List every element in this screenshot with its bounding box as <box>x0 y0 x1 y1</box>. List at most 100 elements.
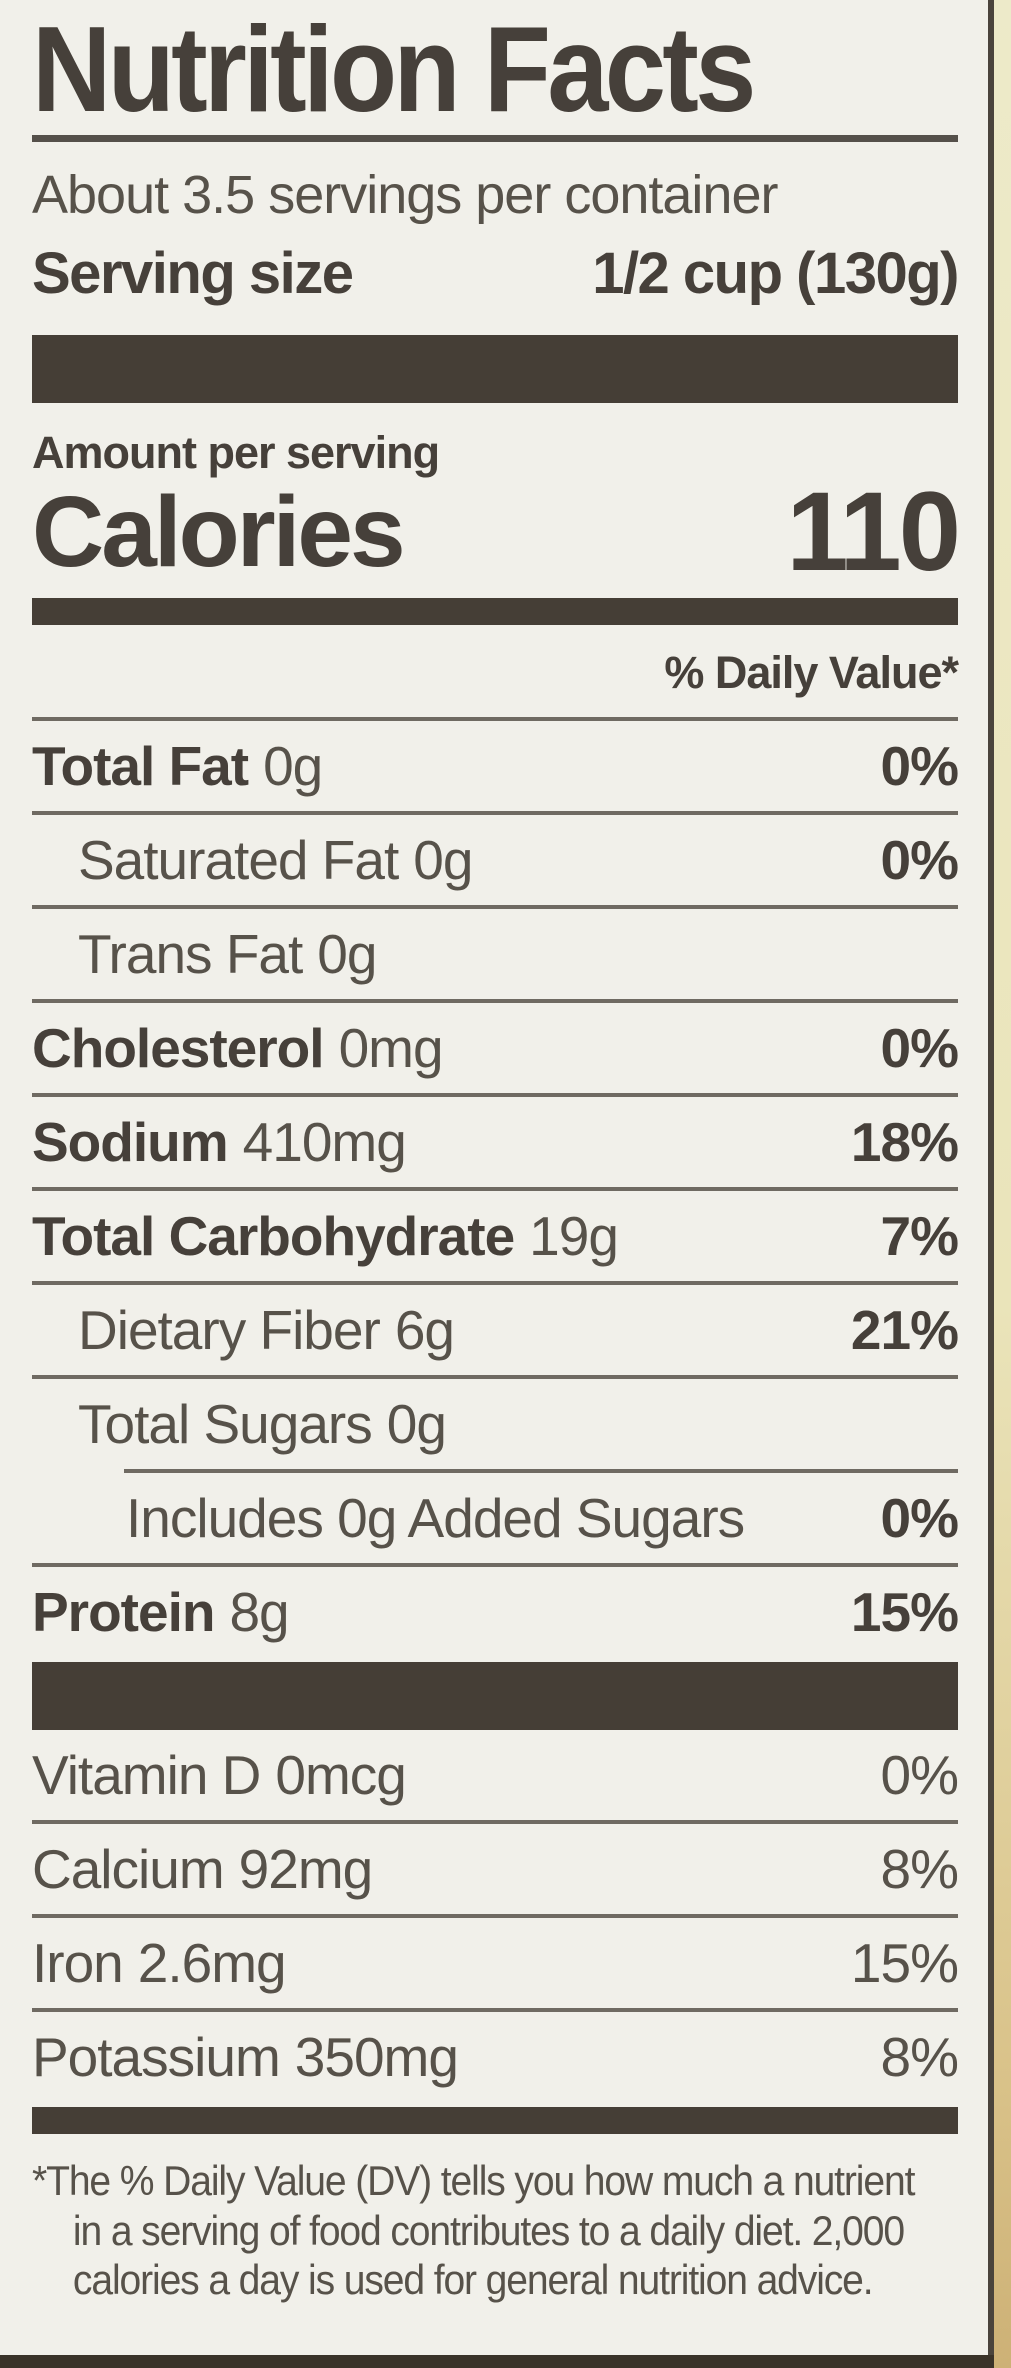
nutrient-row-left: Total Carbohydrate 19g <box>32 1204 619 1268</box>
nutrient-row-trans-fat: Trans Fat 0g <box>32 909 958 999</box>
nutrient-row-left: Trans Fat 0g <box>32 922 377 986</box>
nutrient-amount: 350mg <box>294 2026 459 2089</box>
hairline <box>32 2008 958 2013</box>
serving-size-row: Serving size 1/2 cup (130g) <box>32 240 959 307</box>
hairline <box>32 1187 958 1192</box>
nutrient-row-left: Sodium 410mg <box>32 1110 407 1174</box>
hairline <box>32 811 958 816</box>
nutrient-dv: 21% <box>850 1299 959 1362</box>
nutrient-amount: 2.6mg <box>137 1932 287 1995</box>
vitamin-row-vitamin-d: Vitamin D 0mcg 0% <box>32 1730 959 1820</box>
nutrient-row-protein: Protein 8g 15% <box>32 1567 959 1657</box>
calories-row: Calories 110 <box>32 468 961 594</box>
nutrient-dv: 8% <box>880 1838 959 1901</box>
hairline <box>32 1375 958 1380</box>
hairline <box>32 1281 958 1286</box>
footnote-line: *The % Daily Value (DV) tells you how mu… <box>32 2157 915 2205</box>
hairline <box>32 1820 958 1825</box>
calories-label: Calories <box>32 476 406 589</box>
nutrient-dv: 15% <box>850 1581 959 1644</box>
footnote-line: in a serving of food contributes to a da… <box>72 2206 905 2254</box>
nutrient-dv: 18% <box>850 1111 959 1174</box>
label-right-border <box>988 0 994 2368</box>
nutrient-name: Iron <box>32 1932 124 1995</box>
nutrient-dv: 0% <box>880 1487 959 1550</box>
nutrient-name: Saturated Fat <box>78 829 399 892</box>
label-title: Nutrition Facts <box>32 1 756 137</box>
nutrient-amount: 8g <box>229 1581 289 1644</box>
nutrient-row-sodium: Sodium 410mg 18% <box>32 1097 959 1187</box>
serving-size-value: 1/2 cup (130g) <box>592 240 959 306</box>
nutrient-dv: 0% <box>880 1017 959 1080</box>
nutrient-row-dietary-fiber: Dietary Fiber 6g 21% <box>32 1285 959 1375</box>
nutrient-row-cholesterol: Cholesterol 0mg 0% <box>32 1003 959 1093</box>
nutrient-row-left: Total Fat 0g <box>32 734 323 798</box>
serving-size-label: Serving size <box>32 240 354 306</box>
hairline-indented <box>124 1469 958 1474</box>
nutrient-name: Sodium <box>32 1111 229 1174</box>
title-underline <box>32 134 958 142</box>
nutrient-amount: 6g <box>394 1299 455 1362</box>
section-divider-bar <box>32 334 958 403</box>
nutrient-name: Dietary Fiber <box>78 1299 381 1362</box>
nutrient-row-left: Iron 2.6mg <box>32 1931 287 1995</box>
footnote-line: calories a day is used for general nutri… <box>72 2255 874 2303</box>
nutrient-row-added-sugars: Includes 0g Added Sugars 0% <box>32 1473 959 1563</box>
nutrient-name: Trans Fat <box>78 923 303 986</box>
vitamin-row-iron: Iron 2.6mg 15% <box>32 1918 959 2008</box>
nutrient-row-total-fat: Total Fat 0g 0% <box>32 721 959 811</box>
nutrient-row-left: Calcium 92mg <box>32 1837 374 1901</box>
nutrient-amount: 0g <box>263 735 323 798</box>
nutrient-row-total-carbohydrate: Total Carbohydrate 19g 7% <box>32 1191 959 1281</box>
nutrient-row-saturated-fat: Saturated Fat 0g 0% <box>32 815 959 905</box>
hairline <box>32 1563 958 1568</box>
nutrient-name: Total Carbohydrate <box>32 1205 515 1268</box>
nutrient-name: Vitamin D <box>32 1744 261 1807</box>
nutrient-amount: 0mg <box>338 1017 444 1080</box>
nutrient-row-left: Total Sugars 0g <box>32 1392 447 1456</box>
amount-per-serving-label: Amount per serving <box>32 426 440 478</box>
nutrient-row-left: Dietary Fiber 6g <box>32 1298 455 1362</box>
hairline <box>32 1914 958 1919</box>
nutrient-amount: 0mcg <box>275 1744 406 1807</box>
nutrient-name: Cholesterol <box>32 1017 325 1080</box>
daily-value-footnote: *The % Daily Value (DV) tells you how mu… <box>32 2156 915 2303</box>
nutrient-name: Total Fat <box>32 735 249 798</box>
section-divider-bar <box>32 598 958 626</box>
nutrient-dv: 0% <box>880 735 959 798</box>
nutrient-amount: 0g <box>413 829 473 892</box>
nutrient-row-left: Vitamin D 0mcg <box>32 1743 407 1807</box>
label-bottom-border <box>0 2355 994 2368</box>
nutrient-dv: 15% <box>850 1932 959 1995</box>
hairline <box>32 1093 958 1098</box>
nutrient-name: Includes 0g Added Sugars <box>126 1487 745 1550</box>
nutrient-amount: 410mg <box>242 1111 407 1174</box>
nutrient-dv: 0% <box>880 829 959 892</box>
hairline <box>32 905 958 910</box>
nutrient-name: Total Sugars <box>78 1393 373 1456</box>
calories-value: 110 <box>786 468 961 594</box>
nutrient-row-left: Cholesterol 0mg <box>32 1016 444 1080</box>
nutrient-row-left: Saturated Fat 0g <box>32 828 473 892</box>
servings-per-container: About 3.5 servings per container <box>32 164 778 225</box>
nutrient-amount: 0g <box>317 923 377 986</box>
nutrient-row-left: Includes 0g Added Sugars <box>32 1486 759 1550</box>
hairline <box>32 717 958 722</box>
vitamin-row-calcium: Calcium 92mg 8% <box>32 1824 959 1914</box>
nutrient-dv: 8% <box>880 2026 959 2089</box>
nutrient-amount: 19g <box>529 1205 619 1268</box>
nutrient-row-total-sugars: Total Sugars 0g <box>32 1379 958 1469</box>
daily-value-header: % Daily Value* <box>664 647 959 699</box>
nutrient-dv: 7% <box>880 1205 959 1268</box>
nutrient-amount: 92mg <box>238 1838 374 1901</box>
nutrient-dv: 0% <box>880 1744 959 1807</box>
nutrient-amount: 0g <box>386 1393 447 1456</box>
nutrient-row-left: Potassium 350mg <box>32 2025 459 2089</box>
section-divider-bar <box>32 2107 958 2135</box>
nutrient-name: Potassium <box>32 2026 281 2089</box>
package-background-strip <box>994 0 1011 2368</box>
nutrient-name: Protein <box>32 1581 215 1644</box>
nutrient-row-left: Protein 8g <box>32 1580 290 1644</box>
hairline <box>32 999 958 1004</box>
